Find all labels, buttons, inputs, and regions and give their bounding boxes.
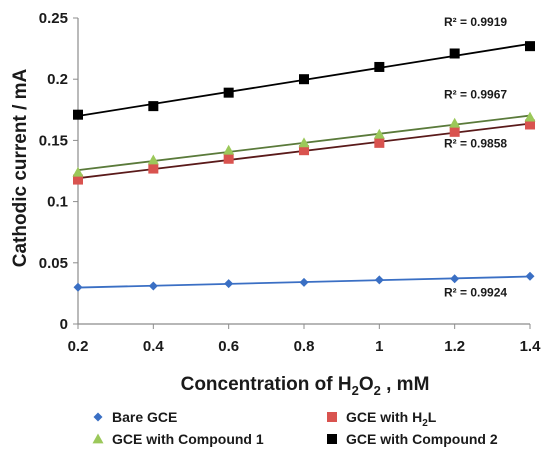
- y-tick-label: 0.2: [47, 71, 68, 88]
- data-point-c1: [524, 111, 536, 122]
- y-axis-title: Cathodic current / mA: [10, 68, 31, 267]
- x-tick-label: 1.4: [520, 338, 542, 355]
- data-point-h2l: [73, 174, 83, 185]
- data-points: [72, 41, 536, 292]
- data-point-c2: [223, 87, 234, 98]
- data-point-c1: [147, 154, 159, 165]
- legend-label-h2l: GCE with H2L: [346, 409, 437, 429]
- y-tick-label: 0.25: [39, 10, 68, 27]
- x-axis-title: Concentration of H2O2 , mM: [181, 374, 430, 398]
- legend-marker-h2l: [327, 412, 337, 422]
- data-point-c2: [449, 48, 460, 59]
- data-point-bare: [224, 279, 234, 289]
- data-point-c1: [298, 137, 310, 148]
- legend-marker-bare: [93, 412, 103, 422]
- data-point-h2l: [299, 145, 309, 156]
- data-point-c1: [373, 128, 385, 139]
- data-point-c2: [148, 101, 159, 112]
- r-squared-label-c2: R² = 0.9919: [444, 15, 507, 29]
- data-point-bare: [374, 275, 384, 285]
- legend-label-c1: GCE with Compound 1: [112, 431, 264, 447]
- data-point-bare: [73, 282, 83, 292]
- data-point-h2l: [525, 119, 535, 130]
- data-point-c2: [73, 109, 83, 120]
- data-point-bare: [525, 271, 535, 281]
- data-point-h2l: [223, 153, 234, 164]
- legend-marker-c1: [92, 433, 104, 444]
- x-tick-label: 0.4: [143, 338, 165, 355]
- legend-marker-c2: [327, 434, 337, 444]
- r-squared-label-c1: R² = 0.9967: [444, 88, 507, 102]
- data-point-h2l: [374, 137, 385, 148]
- x-tick-label: 1.2: [444, 338, 465, 355]
- data-point-c2: [299, 74, 309, 85]
- data-point-bare: [450, 274, 460, 284]
- y-tick-label: 0.1: [47, 194, 68, 211]
- legend-label-bare: Bare GCE: [112, 409, 177, 425]
- data-point-bare: [148, 281, 158, 291]
- y-tick-label: 0: [60, 316, 68, 333]
- legend: Bare GCE GCE with H2L GCE with Compound 1 G…: [92, 409, 498, 447]
- data-point-c1: [223, 144, 235, 155]
- data-point-c1: [72, 166, 84, 177]
- y-tick-label: 0.15: [39, 132, 68, 149]
- axes: 0 0.05 0.1 0.15 0.2 0.25 0.2 0.4 0.6 0.8 1 1.2 1.4: [39, 10, 541, 355]
- x-tick-label: 0.2: [68, 338, 89, 355]
- legend-label-c2: GCE with Compound 2: [346, 431, 498, 447]
- x-tick-label: 0.8: [294, 338, 315, 355]
- r-squared-label-bare: R² = 0.9924: [444, 286, 507, 300]
- y-tick-label: 0.05: [39, 255, 68, 272]
- data-point-bare: [299, 277, 309, 287]
- data-point-c2: [374, 61, 385, 72]
- x-tick-label: 0.6: [218, 338, 239, 355]
- r-squared-label-h2l: R² = 0.9858: [444, 137, 507, 151]
- x-tick-label: 1: [375, 338, 383, 355]
- data-point-h2l: [148, 163, 159, 174]
- data-point-h2l: [449, 126, 460, 137]
- data-point-c1: [449, 117, 461, 128]
- r-squared-labels: R² = 0.9924 R² = 0.9858 R² = 0.9967 R² = 0.…: [444, 15, 507, 300]
- data-point-c2: [525, 41, 535, 52]
